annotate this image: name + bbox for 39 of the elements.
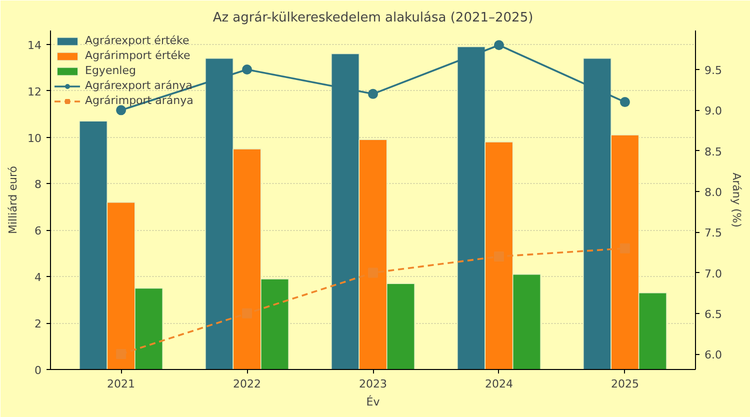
y2-tick-label: 8.0: [704, 186, 722, 199]
point: [242, 308, 252, 318]
legend-label: Agrárimport aránya: [85, 94, 194, 107]
point: [620, 97, 630, 108]
point: [242, 64, 252, 75]
legend-label: Agrárimport értéke: [85, 49, 190, 62]
point: [494, 40, 504, 50]
legend-label: Egyenleg: [85, 64, 136, 77]
y-tick-label: 12: [28, 85, 42, 98]
legend-label: Agrárexport értéke: [85, 34, 190, 47]
chart-title: Az agrár-külkereskedelem alakulása (2021–2025): [212, 10, 534, 26]
x-tick-label: 2025: [610, 378, 639, 390]
point: [116, 349, 126, 360]
y-tick-label: 2: [34, 318, 42, 331]
x-tick-label: 2024: [484, 378, 513, 390]
legend-label: Agrárexport aránya: [85, 79, 192, 92]
y-axis-title: Milliárd euró: [6, 166, 20, 234]
y-tick-label: 4: [34, 271, 42, 284]
point: [494, 252, 504, 262]
y2-tick-label: 9.5: [704, 64, 722, 78]
y2-tick-label: 9.0: [704, 104, 722, 118]
y2-tick-label: 8.5: [704, 145, 722, 158]
y-tick-label: 0: [34, 364, 42, 377]
y2-tick-label: 7.0: [704, 267, 722, 280]
x-tick-label: 2022: [233, 378, 262, 390]
x-tick-label: 2021: [107, 378, 136, 390]
x-tick-label: 2023: [359, 378, 388, 390]
y-tick-label: 6: [34, 224, 42, 238]
y2-tick-label: 7.5: [704, 226, 722, 240]
point: [368, 268, 378, 278]
point: [368, 88, 378, 99]
y2-tick-label: 6.0: [704, 348, 722, 362]
x-axis-title: Év: [366, 394, 380, 408]
y-tick-label: 14: [28, 38, 42, 52]
point: [620, 243, 630, 254]
y2-axis-title: Arány (%): [730, 172, 743, 228]
y2-tick-label: 6.5: [704, 308, 722, 321]
y-tick-label: 8: [34, 178, 42, 192]
y-tick-label: 10: [28, 132, 42, 145]
